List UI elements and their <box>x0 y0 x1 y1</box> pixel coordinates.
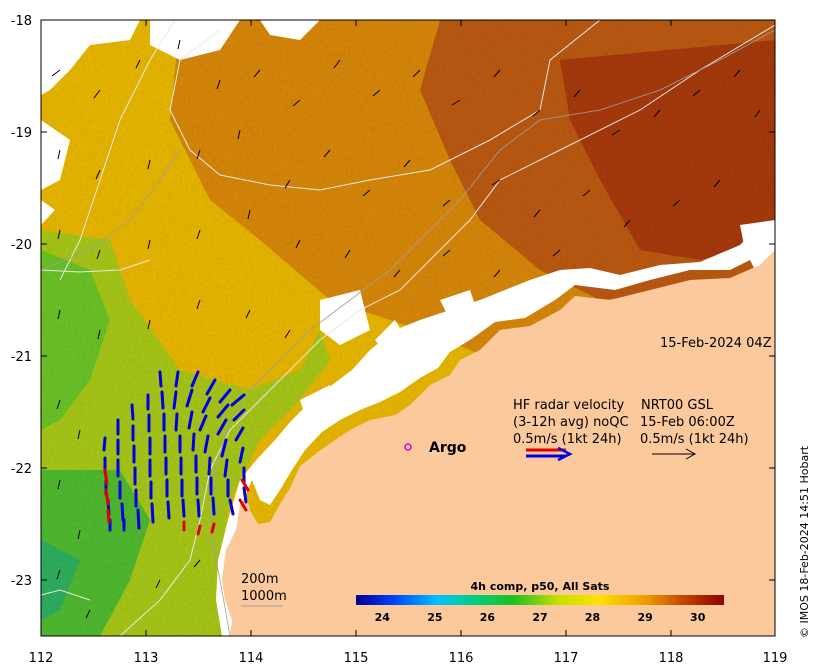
x-tick-label: 117 <box>554 651 579 666</box>
y-tick-label: -23 <box>11 574 32 589</box>
map-plot-area <box>41 20 775 636</box>
land-mass <box>222 250 775 636</box>
radar-legend-line1: HF radar velocity <box>513 398 625 413</box>
isobath-contours-grey <box>41 29 775 636</box>
isobath-label-200m: 200m <box>241 572 278 587</box>
plot-frame <box>40 19 776 637</box>
colorbar-ticks: 24 25 26 27 28 29 30 <box>375 611 706 624</box>
radar-legend-line3: 0.5m/s (1kt 24h) <box>513 432 622 447</box>
x-tick-label: 114 <box>239 651 264 666</box>
colorbar-tick-label: 29 <box>637 611 652 624</box>
colorbar-title: 4h comp, p50, All Sats <box>471 580 610 593</box>
y-tick-marks <box>41 19 775 581</box>
map-timestamp: 15-Feb-2024 04Z <box>660 336 772 351</box>
nrt-legend-line1: NRT00 GSL <box>641 398 714 413</box>
radar-legend-line2: (3-12h avg) noQC <box>513 415 629 430</box>
nrt-legend-line3: 0.5m/s (1kt 24h) <box>640 432 749 447</box>
imos-credit: © IMOS 18-Feb-2024 14:51 Hobart <box>798 445 811 638</box>
x-tick-label: 118 <box>659 651 684 666</box>
model-current-arrows <box>51 39 761 619</box>
argo-float-marker-icon <box>404 443 412 451</box>
x-tick-label: 113 <box>134 651 159 666</box>
colorbar-tick-label: 28 <box>585 611 600 624</box>
nrt-legend-line2: 15-Feb 06:00Z <box>640 415 735 430</box>
x-tick-labels: 112 113 114 115 116 117 118 119 <box>29 651 788 666</box>
sst-colorbar: 4h comp, p50, All Sats 24 25 26 27 28 29 30 <box>356 580 724 624</box>
x-tick-label: 115 <box>344 651 369 666</box>
x-tick-label: 116 <box>449 651 474 666</box>
nrt-radar-vectors <box>103 468 250 536</box>
argo-label: Argo <box>429 440 467 456</box>
radar-legend: HF radar velocity (3-12h avg) noQC 0.5m/… <box>513 398 749 462</box>
colorbar-tick-label: 30 <box>690 611 706 624</box>
y-tick-labels: -18 -19 -20 -21 -22 -23 <box>11 14 32 589</box>
x-tick-marks <box>40 20 776 636</box>
y-tick-label: -18 <box>11 14 32 29</box>
colorbar-tick-label: 25 <box>427 611 442 624</box>
y-tick-label: -20 <box>11 238 32 253</box>
colorbar-gradient <box>356 595 724 605</box>
colorbar-tick-label: 27 <box>532 611 547 624</box>
colorbar-tick-label: 24 <box>375 611 391 624</box>
coastal-no-data-fringe <box>216 225 775 636</box>
isobath-label-1000m: 1000m <box>241 589 287 604</box>
y-tick-label: -22 <box>11 462 32 477</box>
radar-scale-arrow-icon <box>526 446 573 462</box>
y-tick-label: -19 <box>11 126 32 141</box>
x-tick-label: 119 <box>763 651 788 666</box>
colorbar-tick-label: 26 <box>480 611 496 624</box>
x-tick-label: 112 <box>29 651 54 666</box>
y-tick-label: -21 <box>11 350 32 365</box>
hf-radar-vectors <box>102 370 248 532</box>
nrt-scale-arrow-icon <box>652 448 697 460</box>
